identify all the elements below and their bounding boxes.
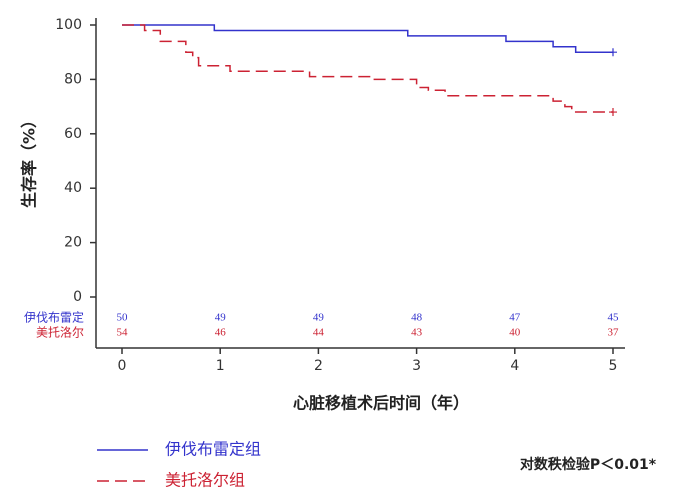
at-risk-count: 48 [411,312,423,324]
y-axis-label: 生存率（%） [20,112,39,208]
x-tick-label: 4 [510,358,519,374]
at-risk-count: 45 [608,312,620,324]
censor-mark [609,48,617,57]
x-axis-label: 心脏移植术后时间（年） [293,394,469,413]
at-risk-count: 37 [608,327,620,339]
x-tick-label: 2 [314,358,323,374]
y-tick-label: 40 [64,180,82,196]
at-risk-count: 54 [117,327,129,339]
y-tick-label: 20 [64,235,82,251]
at-risk-count: 49 [215,312,227,324]
at-risk-count: 47 [509,312,521,324]
at-risk-count: 43 [411,327,423,339]
x-tick-label: 0 [118,358,127,374]
at-risk-count: 49 [313,312,325,324]
at-risk-count: 40 [509,327,521,339]
x-tick-label: 5 [609,358,618,374]
at-risk-count: 44 [313,327,325,339]
legend-label: 伊伐布雷定组 [165,440,261,459]
legend-label: 美托洛尔组 [165,471,245,490]
y-tick-label: 100 [55,17,82,33]
survival-line [122,24,613,113]
survival-line [122,24,613,53]
y-tick-label: 60 [64,126,82,142]
at-risk-count: 46 [215,327,227,339]
censor-mark [609,108,617,117]
y-tick-label: 80 [64,71,82,87]
at-risk-label: 美托洛尔 [36,325,84,340]
at-risk-label: 伊伐布雷定 [24,310,84,325]
x-tick-label: 3 [412,358,421,374]
y-tick-label: 0 [73,289,82,305]
annotation: 对数秩检验P＜0.01* [520,456,657,473]
at-risk-count: 50 [117,312,129,324]
x-tick-label: 1 [216,358,225,374]
